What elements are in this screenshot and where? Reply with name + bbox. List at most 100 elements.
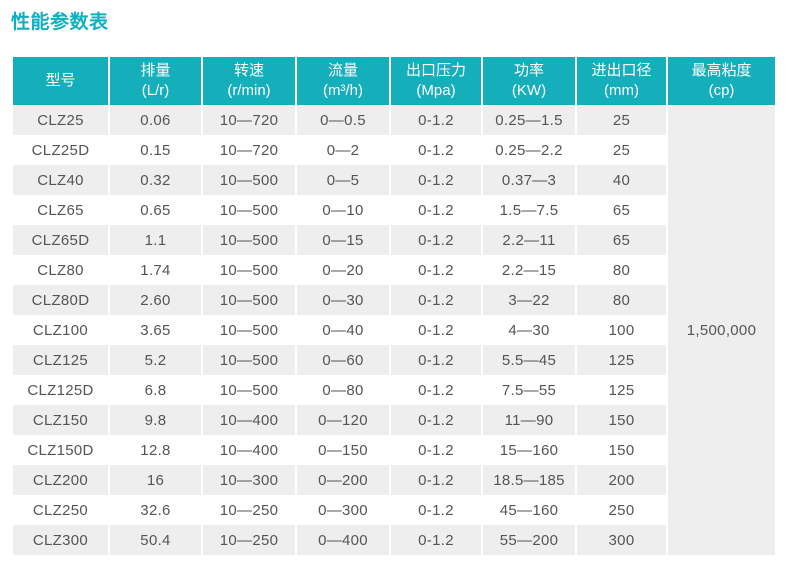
page-title: 性能参数表 xyxy=(11,12,109,33)
cell-value: 25 xyxy=(577,135,668,165)
cell-value: 10—250 xyxy=(203,495,297,525)
header-cell-2: 转速 (r/min) xyxy=(203,57,297,105)
cell-value: 125 xyxy=(577,345,668,375)
cell-value: 0—200 xyxy=(297,465,391,495)
table-row-CLZ125D: CLZ125D 6.8 10—500 0—80 0-1.2 7.5—55 125 xyxy=(13,375,775,405)
cell-value: 0.37—3 xyxy=(483,165,577,195)
cell-value: 18.5—185 xyxy=(483,465,577,495)
cell-value: 3.65 xyxy=(110,315,203,345)
cell-value: 0-1.2 xyxy=(391,105,483,135)
cell-model: CLZ25 xyxy=(13,105,110,135)
table-body: CLZ25 0.06 10—720 0—0.5 0-1.2 0.25—1.5 25 1,500… xyxy=(13,105,775,555)
cell-value: 0-1.2 xyxy=(391,465,483,495)
cell-value: 10—300 xyxy=(203,465,297,495)
header-unit: (cp) xyxy=(708,82,735,99)
header-cell-1: 排量 (L/r) xyxy=(110,57,203,105)
cell-value: 0-1.2 xyxy=(391,255,483,285)
header-unit: (Mpa) xyxy=(416,82,456,99)
cell-model: CLZ125 xyxy=(13,345,110,375)
cell-value: 45—160 xyxy=(483,495,577,525)
cell-value: 40 xyxy=(577,165,668,195)
cell-value: 6.8 xyxy=(110,375,203,405)
header-unit: (mm) xyxy=(604,82,639,99)
cell-model: CLZ150 xyxy=(13,405,110,435)
table-row-CLZ80: CLZ80 1.74 10—500 0—20 0-1.2 2.2—15 80 xyxy=(13,255,775,285)
cell-value: 11—90 xyxy=(483,405,577,435)
table-row-CLZ200: CLZ200 16 10—300 0—200 0-1.2 18.5—185 200 xyxy=(13,465,775,495)
cell-value: 32.6 xyxy=(110,495,203,525)
header-cell-3: 流量 (m³/h) xyxy=(297,57,391,105)
cell-max-viscosity: 1,500,000 xyxy=(668,105,775,555)
table-header: 型号 排量 (L/r) 转速 (r/min) 流量 (m³/h) 出口压力 (Mpa) 功率 (KW… xyxy=(13,57,775,105)
header-unit: (KW) xyxy=(511,82,547,99)
cell-value: 65 xyxy=(577,195,668,225)
cell-value: 0.32 xyxy=(110,165,203,195)
table-row-CLZ80D: CLZ80D 2.60 10—500 0—30 0-1.2 3—22 80 xyxy=(13,285,775,315)
cell-value: 0—0.5 xyxy=(297,105,391,135)
cell-value: 3—22 xyxy=(483,285,577,315)
cell-model: CLZ65D xyxy=(13,225,110,255)
cell-value: 2.2—15 xyxy=(483,255,577,285)
cell-value: 0.65 xyxy=(110,195,203,225)
cell-value: 0-1.2 xyxy=(391,495,483,525)
cell-value: 15—160 xyxy=(483,435,577,465)
header-label: 出口压力 xyxy=(405,62,466,79)
cell-value: 0-1.2 xyxy=(391,315,483,345)
header-label: 功率 xyxy=(513,62,544,79)
cell-value: 0—20 xyxy=(297,255,391,285)
cell-value: 0-1.2 xyxy=(391,375,483,405)
header-unit: (L/r) xyxy=(141,82,170,99)
table-row-CLZ125: CLZ125 5.2 10—500 0—60 0-1.2 5.5—45 125 xyxy=(13,345,775,375)
table-row-CLZ100: CLZ100 3.65 10—500 0—40 0-1.2 4—30 100 xyxy=(13,315,775,345)
cell-value: 10—500 xyxy=(203,285,297,315)
cell-value: 10—400 xyxy=(203,435,297,465)
cell-value: 0-1.2 xyxy=(391,405,483,435)
cell-value: 80 xyxy=(577,255,668,285)
header-label: 进出口径 xyxy=(591,62,652,79)
cell-value: 25 xyxy=(577,105,668,135)
header-label: 流量 xyxy=(327,62,358,79)
cell-value: 150 xyxy=(577,405,668,435)
table-row-CLZ150D: CLZ150D 12.8 10—400 0—150 0-1.2 15—160 150 xyxy=(13,435,775,465)
cell-model: CLZ125D xyxy=(13,375,110,405)
header-label: 最高粘度 xyxy=(691,62,752,79)
cell-value: 80 xyxy=(577,285,668,315)
table-row-CLZ250: CLZ250 32.6 10—250 0—300 0-1.2 45—160 250 xyxy=(13,495,775,525)
cell-value: 0-1.2 xyxy=(391,195,483,225)
cell-value: 0—60 xyxy=(297,345,391,375)
cell-value: 0.25—2.2 xyxy=(483,135,577,165)
cell-value: 16 xyxy=(110,465,203,495)
header-cell-7: 最高粘度 (cp) xyxy=(668,57,775,105)
header-cell-4: 出口压力 (Mpa) xyxy=(391,57,483,105)
header-label: 型号 xyxy=(45,72,76,89)
cell-value: 200 xyxy=(577,465,668,495)
cell-value: 2.2—11 xyxy=(483,225,577,255)
header-cell-6: 进出口径 (mm) xyxy=(577,57,668,105)
cell-value: 0.15 xyxy=(110,135,203,165)
table-row-CLZ25D: CLZ25D 0.15 10—720 0—2 0-1.2 0.25—2.2 25 xyxy=(13,135,775,165)
cell-value: 0—30 xyxy=(297,285,391,315)
header-cell-0: 型号 xyxy=(13,57,110,105)
cell-value: 300 xyxy=(577,525,668,555)
cell-model: CLZ150D xyxy=(13,435,110,465)
cell-value: 10—500 xyxy=(203,375,297,405)
cell-value: 2.60 xyxy=(110,285,203,315)
cell-value: 0.06 xyxy=(110,105,203,135)
cell-value: 0—80 xyxy=(297,375,391,405)
table-row-CLZ25: CLZ25 0.06 10—720 0—0.5 0-1.2 0.25—1.5 25 1,500… xyxy=(13,105,775,555)
cell-value: 0-1.2 xyxy=(391,435,483,465)
cell-value: 1.5—7.5 xyxy=(483,195,577,225)
performance-parameters-table: 型号 排量 (L/r) 转速 (r/min) 流量 (m³/h) 出口压力 (Mpa) 功率 (KW… xyxy=(13,57,775,555)
cell-value: 5.5—45 xyxy=(483,345,577,375)
header-label: 排量 xyxy=(140,62,171,79)
header-unit: (m³/h) xyxy=(323,82,363,99)
cell-value: 10—500 xyxy=(203,315,297,345)
cell-value: 4—30 xyxy=(483,315,577,345)
cell-value: 0—5 xyxy=(297,165,391,195)
cell-value: 9.8 xyxy=(110,405,203,435)
cell-value: 12.8 xyxy=(110,435,203,465)
cell-value: 10—720 xyxy=(203,135,297,165)
header-label: 转速 xyxy=(233,62,264,79)
cell-value: 0-1.2 xyxy=(391,285,483,315)
